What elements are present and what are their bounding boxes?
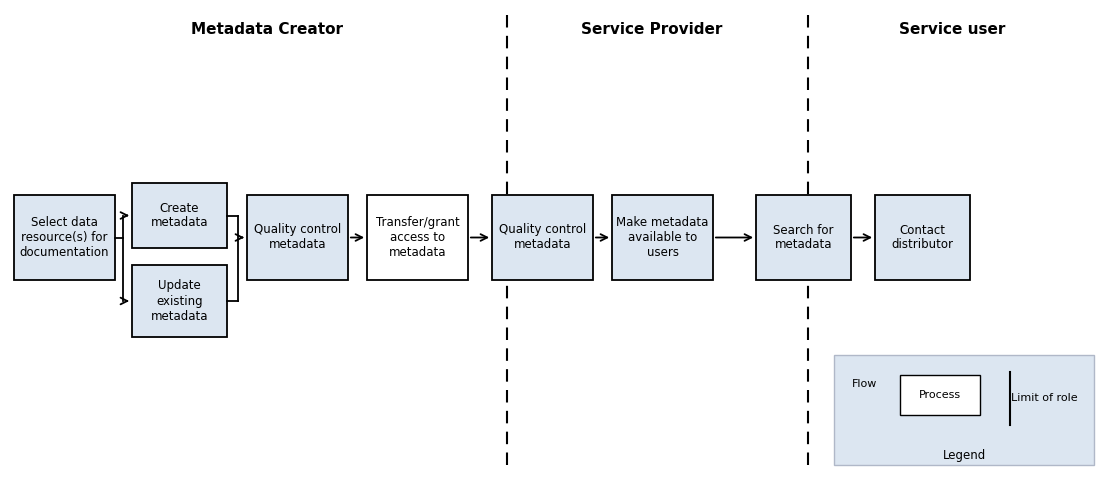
Text: Process: Process	[919, 390, 961, 400]
Text: Service user: Service user	[899, 23, 1006, 38]
Text: Limit of role: Limit of role	[1010, 393, 1077, 403]
FancyBboxPatch shape	[834, 355, 1094, 465]
FancyBboxPatch shape	[14, 195, 115, 280]
FancyBboxPatch shape	[367, 195, 468, 280]
FancyBboxPatch shape	[131, 183, 227, 248]
Text: Create
metadata: Create metadata	[150, 201, 208, 229]
Text: Quality control
metadata: Quality control metadata	[254, 224, 341, 252]
FancyBboxPatch shape	[247, 195, 348, 280]
Text: Quality control
metadata: Quality control metadata	[499, 224, 586, 252]
FancyBboxPatch shape	[900, 375, 980, 415]
FancyBboxPatch shape	[756, 195, 851, 280]
Text: Service Provider: Service Provider	[582, 23, 722, 38]
FancyBboxPatch shape	[874, 195, 970, 280]
Text: Metadata Creator: Metadata Creator	[192, 23, 343, 38]
Text: Flow: Flow	[852, 379, 878, 389]
Text: Select data
resource(s) for
documentation: Select data resource(s) for documentatio…	[20, 216, 109, 259]
Text: Make metadata
available to
users: Make metadata available to users	[616, 216, 709, 259]
Text: Contact
distributor: Contact distributor	[891, 224, 954, 252]
Text: Legend: Legend	[942, 449, 986, 461]
Text: Update
existing
metadata: Update existing metadata	[150, 280, 208, 323]
FancyBboxPatch shape	[612, 195, 713, 280]
FancyBboxPatch shape	[131, 265, 227, 337]
Text: Search for
metadata: Search for metadata	[773, 224, 833, 252]
FancyBboxPatch shape	[492, 195, 593, 280]
Text: Transfer/grant
access to
metadata: Transfer/grant access to metadata	[375, 216, 459, 259]
